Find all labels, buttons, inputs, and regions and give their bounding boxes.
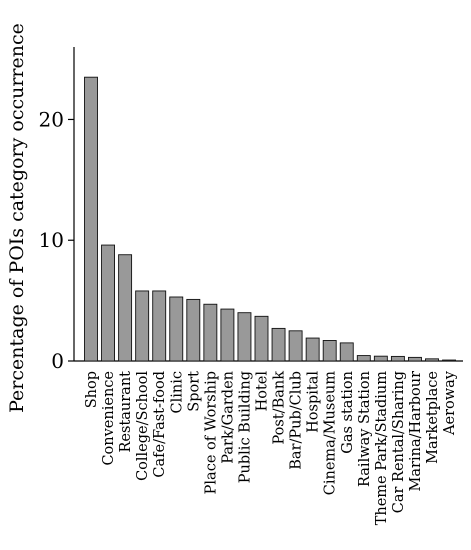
- bar: [271, 327, 286, 362]
- x-tick-labels: Shop Convenience Restaurant College/School C…: [84, 370, 458, 525]
- bar: [203, 303, 218, 362]
- x-tick-label: Marina/Harbour: [408, 371, 424, 492]
- bar: [356, 355, 371, 362]
- bar: [135, 290, 150, 362]
- x-tick-label: Hospital: [306, 371, 322, 433]
- bar: [322, 340, 337, 362]
- x-tick-label: Place of Worship: [203, 371, 219, 494]
- y-ticks: 0 10 20: [39, 107, 74, 373]
- x-tick-label: Restaurant: [118, 371, 134, 453]
- bar: [101, 244, 116, 362]
- y-tick-label: 10: [39, 228, 64, 252]
- bar: [84, 76, 98, 362]
- x-tick-label: Shop: [84, 371, 100, 408]
- x-tick-label: Car Rental/Sharing: [391, 371, 407, 513]
- bar: [425, 358, 439, 362]
- bars: [84, 76, 456, 362]
- x-tick-label: College/School: [135, 371, 151, 481]
- bar: [373, 355, 388, 362]
- y-tick-label: 0: [51, 349, 64, 373]
- bar: [390, 355, 405, 362]
- bar: [220, 308, 235, 362]
- x-tick-label: Convenience: [101, 371, 117, 466]
- x-tick-label: Sport: [186, 371, 202, 412]
- bar: [288, 330, 303, 362]
- bar: [254, 315, 269, 362]
- x-tick-label: Public Building: [237, 371, 253, 483]
- bar: [186, 298, 201, 362]
- bar: [408, 356, 422, 362]
- y-tick-label: 20: [39, 107, 64, 131]
- bar: [118, 254, 133, 362]
- x-tick-label: Railway Station: [357, 371, 373, 487]
- bar: [339, 342, 354, 362]
- x-tick-label: Cafe/Fast-food: [152, 371, 168, 478]
- x-tick-label: Park/Garden: [220, 371, 236, 464]
- bar: [169, 296, 184, 362]
- x-tick-label: Aeroway: [442, 370, 458, 436]
- bar: [237, 312, 252, 362]
- x-tick-label: Cinema/Museum: [323, 371, 339, 495]
- x-tick-label: Clinic: [169, 371, 185, 413]
- bar: [152, 290, 167, 362]
- x-tick-label: Marketplace: [425, 371, 441, 464]
- x-tick-label: Theme Park/Stadium: [374, 371, 390, 526]
- y-axis-label: Percentage of POIs category occurrence: [6, 23, 28, 413]
- x-tick-label: Gas station: [340, 371, 356, 454]
- x-tick-label: Hotel: [255, 371, 271, 412]
- bar: [442, 359, 456, 362]
- x-tick-label: Post/Bank: [272, 371, 288, 445]
- bar: [305, 337, 320, 362]
- x-tick-label: Bar/Pub/Club: [289, 371, 305, 470]
